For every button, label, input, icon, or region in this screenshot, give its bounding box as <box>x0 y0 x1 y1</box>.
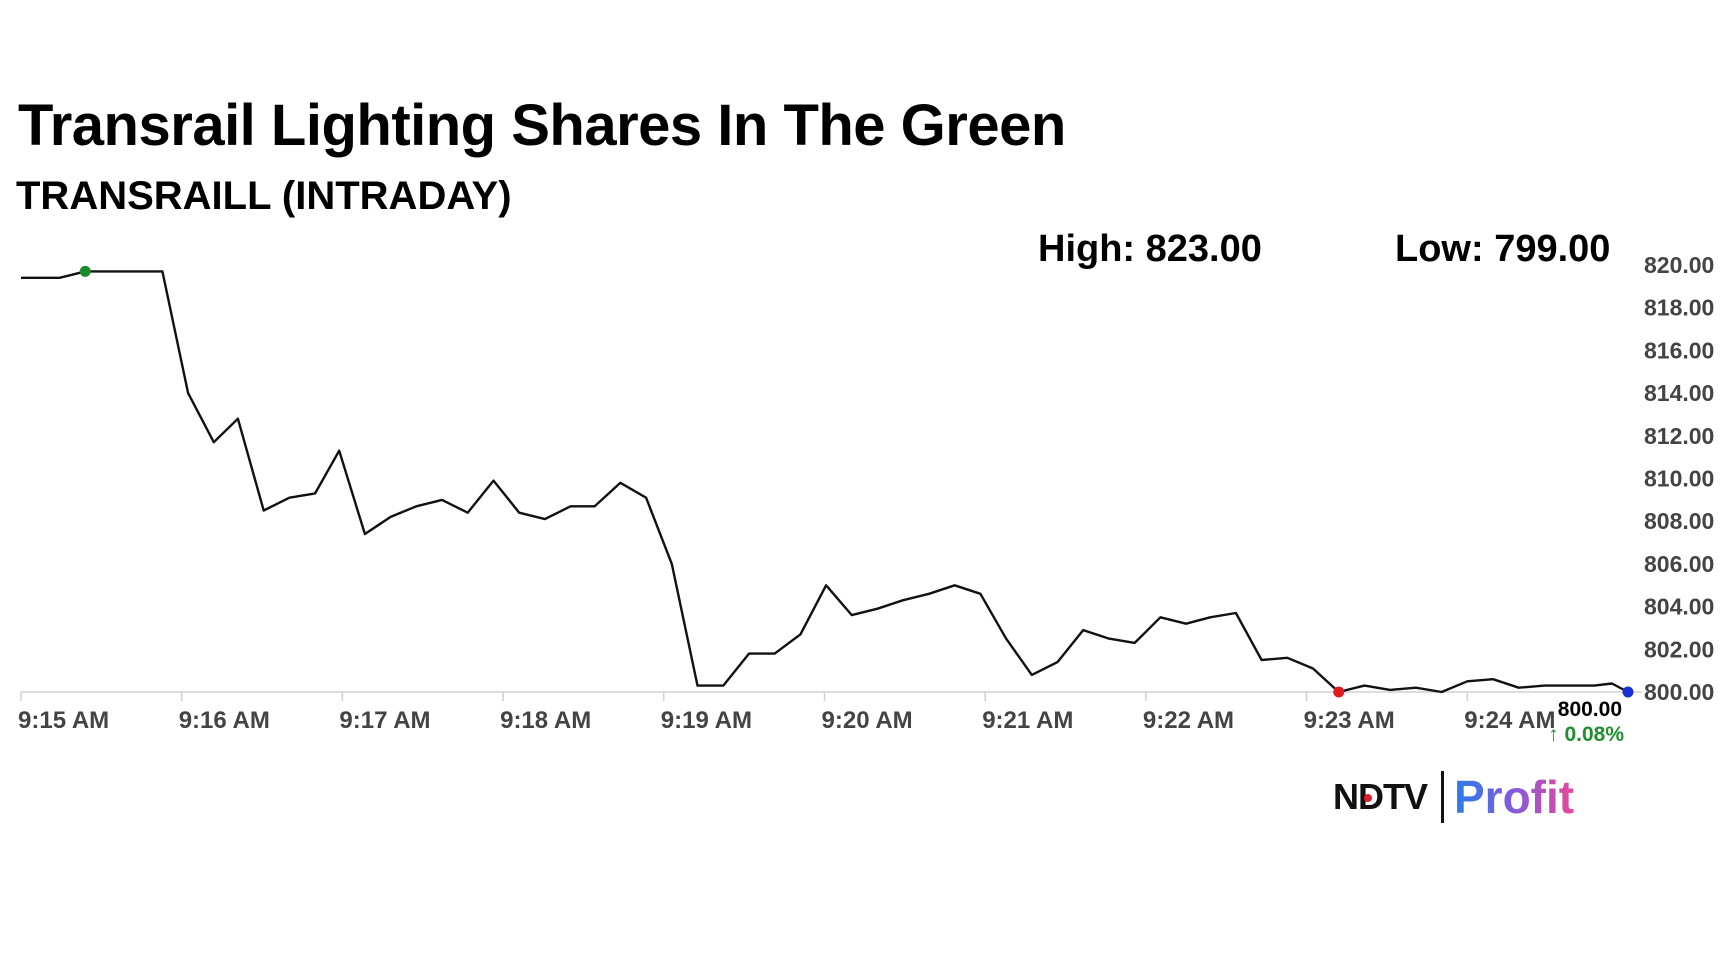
chart-markers <box>79 265 1634 698</box>
y-tick-label: 816.00 <box>1644 337 1714 363</box>
y-tick-label: 802.00 <box>1644 636 1714 662</box>
y-axis: 820.00 818.00 816.00 814.00 812.00 810.00 808.… <box>1644 252 1714 705</box>
x-tick-label: 9:16 AM <box>179 707 270 734</box>
ndtv-profit-logo: NDTV Profit <box>1333 770 1574 824</box>
y-tick-label: 810.00 <box>1644 466 1714 492</box>
x-tick-label: 9:20 AM <box>822 707 913 734</box>
x-tick-label: 9:24 AM <box>1464 707 1555 734</box>
chart-subtitle: TRANSRAILL (INTRADAY) <box>16 174 512 218</box>
price-series-line <box>21 270 1629 694</box>
y-tick-label: 800.00 <box>1644 679 1714 705</box>
logo-dot-icon <box>1364 794 1372 802</box>
chart-title: Transrail Lighting Shares In The Green <box>18 93 1066 158</box>
y-tick-label: 812.00 <box>1644 423 1714 449</box>
y-tick-label: 804.00 <box>1644 594 1714 620</box>
last-price-label: 800.00 <box>1558 698 1622 721</box>
x-tick-label: 9:22 AM <box>1143 707 1234 734</box>
x-tick-label: 9:18 AM <box>500 707 591 734</box>
point-marker <box>79 265 91 277</box>
brand-ndtv: NDTV <box>1333 776 1428 817</box>
point-marker <box>1333 686 1345 698</box>
point-marker <box>1622 686 1634 698</box>
x-tick-label: 9:17 AM <box>339 707 430 734</box>
x-tick-label: 9:19 AM <box>661 707 752 734</box>
y-tick-label: 820.00 <box>1644 252 1714 278</box>
high-value: High: 823.00 <box>1038 228 1262 270</box>
change-percent-label: ↑ 0.08% <box>1548 723 1624 746</box>
y-tick-label: 818.00 <box>1644 295 1714 321</box>
logo-separator <box>1441 771 1444 823</box>
x-axis: 9:15 AM 9:16 AM 9:17 AM 9:18 AM 9:19 AM 9:20 … <box>18 692 1555 734</box>
x-tick-label: 9:23 AM <box>1304 707 1395 734</box>
low-value: Low: 799.00 <box>1395 228 1611 270</box>
y-tick-label: 806.00 <box>1644 551 1714 577</box>
x-tick-label: 9:21 AM <box>982 707 1073 734</box>
x-tick-label: 9:15 AM <box>18 707 109 734</box>
y-tick-label: 814.00 <box>1644 380 1714 406</box>
brand-profit: Profit <box>1454 771 1575 823</box>
y-tick-label: 808.00 <box>1644 508 1714 534</box>
